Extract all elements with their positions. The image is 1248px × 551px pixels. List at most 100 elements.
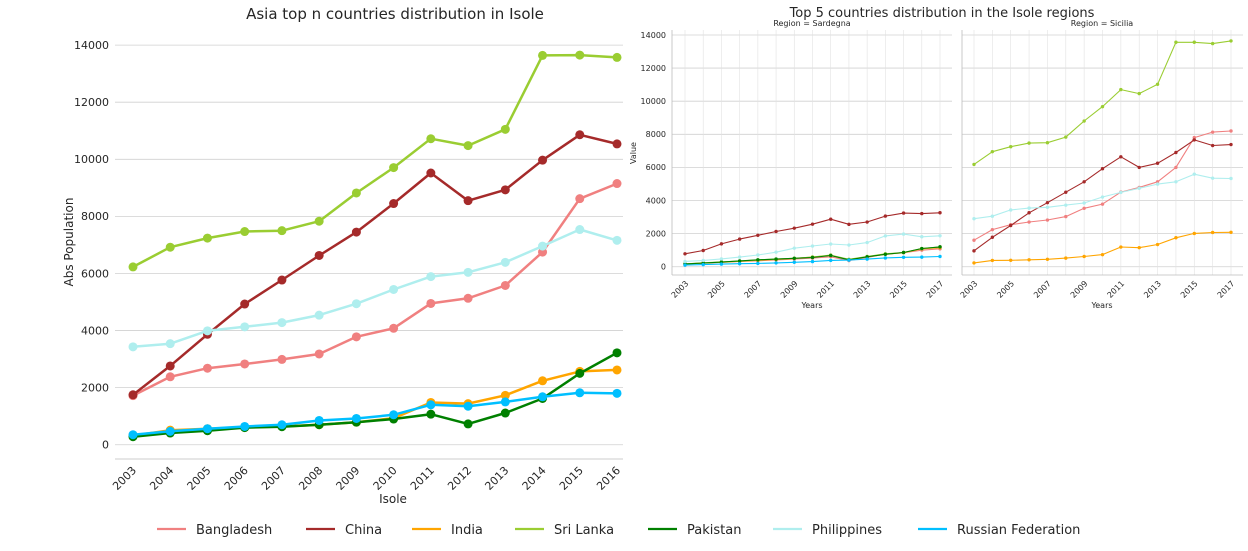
facet-panel-1-xtick-label: 2017 [925, 279, 946, 300]
main-xtick-label: 2016 [594, 464, 623, 493]
main-point-china [463, 196, 473, 206]
main-point-sri-lanka [240, 227, 250, 237]
facet-panel-2-point-sri-lanka [1155, 82, 1160, 86]
facet-panel-2-point-india [1174, 236, 1178, 240]
facet-panel-1-xtick-label: 2005 [706, 279, 727, 300]
facet-panel-1-xtick-label: 2013 [852, 279, 873, 300]
main-point-pakistan [612, 348, 622, 358]
main-point-philippines [314, 310, 324, 320]
facet-panel-2-point-china [1210, 143, 1215, 148]
main-series-line-pakistan [132, 351, 618, 438]
facet-panel-1-point-philippines [756, 253, 760, 257]
facet-panel-1-point-russian-federation [829, 258, 833, 263]
main-point-china [612, 139, 622, 149]
facet-panel-2-point-philippines [1137, 186, 1141, 190]
main-point-sri-lanka [128, 262, 138, 272]
main-point-philippines [351, 299, 361, 309]
facet-panel-2-point-china [1119, 155, 1123, 159]
main-point-pakistan [575, 368, 585, 378]
main-point-bangladesh [575, 194, 585, 204]
facet-panel-2-xtick-label: 2011 [1106, 279, 1127, 300]
facet-chart-title: Top 5 countries distribution in the Isol… [789, 6, 1095, 21]
main-point-bangladesh [277, 354, 287, 364]
main-point-china [240, 299, 250, 309]
facet-panel-1-point-china [883, 214, 888, 218]
facet-panel-1-xtick-label: 2009 [779, 279, 800, 300]
facet-panel-2-subtitle: Region = Sicilia [1071, 19, 1134, 28]
facet-panel-2-point-philippines [1100, 195, 1105, 199]
facet-panel-1-point-china [719, 242, 724, 246]
facet-panel-2-point-india [1210, 230, 1215, 235]
facet-panel-1-ytick-label: 12000 [641, 64, 666, 73]
facet-panel-2-point-sri-lanka [1009, 145, 1013, 149]
main-point-china [500, 185, 510, 195]
facet-panel-1-point-philippines [883, 234, 888, 238]
main-point-bangladesh [389, 323, 399, 333]
main-chart-ylabel: Abs Population [62, 198, 76, 287]
facet-panel-2-point-sri-lanka [1119, 87, 1123, 92]
main-chart-title: Asia top n countries distribution in Iso… [246, 5, 544, 23]
legend-label-philippines: Philippines [812, 523, 882, 538]
facet-panel-1-point-philippines [865, 240, 869, 245]
facet-panel-2-point-bangladesh [1082, 206, 1086, 210]
main-point-russian-federation [612, 388, 622, 398]
main-point-philippines [165, 339, 175, 349]
main-point-sri-lanka [314, 216, 324, 226]
facet-panel-2-point-philippines [1174, 180, 1178, 184]
main-point-china [277, 275, 287, 285]
main-point-philippines [500, 257, 510, 267]
facet-panel-2-point-china [990, 235, 995, 239]
main-point-china [128, 390, 138, 400]
facet-panel-2-point-sri-lanka [990, 149, 995, 154]
facet-panel-2-xtick-label: 2009 [1069, 279, 1090, 300]
facet-panel-1-ytick-label: 2000 [646, 229, 666, 238]
main-point-russian-federation [500, 397, 510, 407]
facet-panel-1-point-philippines [847, 243, 851, 247]
main-chart-xlabel: Isole [379, 492, 407, 506]
main-point-bangladesh [426, 298, 436, 308]
facet-panel-2-point-sri-lanka [1137, 91, 1141, 96]
facet-panel-2-point-china [972, 249, 976, 253]
facet-panel-2-point-china [1229, 142, 1233, 147]
facet-panel-2-point-philippines [1192, 172, 1196, 176]
facet-panel-1-ytick-label: 8000 [646, 130, 666, 139]
facet-panel-2-point-china [1192, 138, 1196, 142]
facet-panel-1-point-china [683, 252, 687, 256]
facet-panel-1-point-philippines [701, 258, 705, 263]
main-point-sri-lanka [389, 163, 399, 173]
facet-panel-1-point-china [701, 248, 705, 253]
facet-panel-2-point-india [1100, 252, 1105, 257]
facet-panel-2-point-china [1027, 211, 1031, 215]
main-point-pakistan [500, 408, 510, 418]
facet-panel-2-point-philippines [1119, 190, 1123, 195]
main-point-sri-lanka [165, 242, 175, 252]
facet-panel-1-point-russian-federation [737, 262, 742, 266]
facet-panel-2-point-sri-lanka [1229, 39, 1233, 43]
main-series-line-sri-lanka [132, 53, 618, 269]
facet-panel-2-point-philippines [1064, 203, 1068, 207]
facet-panel-2-point-india [1229, 230, 1233, 234]
legend-label-russian-federation: Russian Federation [957, 523, 1080, 538]
facet-panel-1-point-pakistan [810, 255, 815, 260]
main-point-russian-federation [426, 400, 436, 410]
facet-panel-1-point-philippines [737, 255, 742, 259]
facet-panel-2-xtick-label: 2007 [1032, 279, 1053, 300]
main-point-sri-lanka [277, 226, 287, 236]
main-point-philippines [240, 322, 250, 332]
facet-panel-1-point-philippines [683, 259, 687, 264]
facet-panel-1-xtick-label: 2015 [888, 279, 909, 300]
main-point-russian-federation [202, 424, 212, 434]
main-point-bangladesh [240, 359, 250, 369]
facet-panel-2-point-india [1192, 231, 1196, 236]
facet-panel-2-point-philippines [1027, 206, 1031, 210]
facet-panel-1-point-pakistan [938, 245, 942, 249]
facet-panel-1-ytick-label: 4000 [646, 196, 666, 205]
facet-panel-2-xtick-label: 2017 [1216, 279, 1237, 300]
facet-panel-2-point-sri-lanka [1192, 40, 1196, 44]
facet-panel-1-point-pakistan [756, 258, 760, 262]
main-point-sri-lanka [538, 50, 548, 60]
facet-panel-1-point-pakistan [920, 246, 924, 251]
facet-panel-1-point-pakistan [774, 257, 778, 261]
main-point-russian-federation [575, 388, 585, 398]
main-point-russian-federation [389, 410, 399, 420]
